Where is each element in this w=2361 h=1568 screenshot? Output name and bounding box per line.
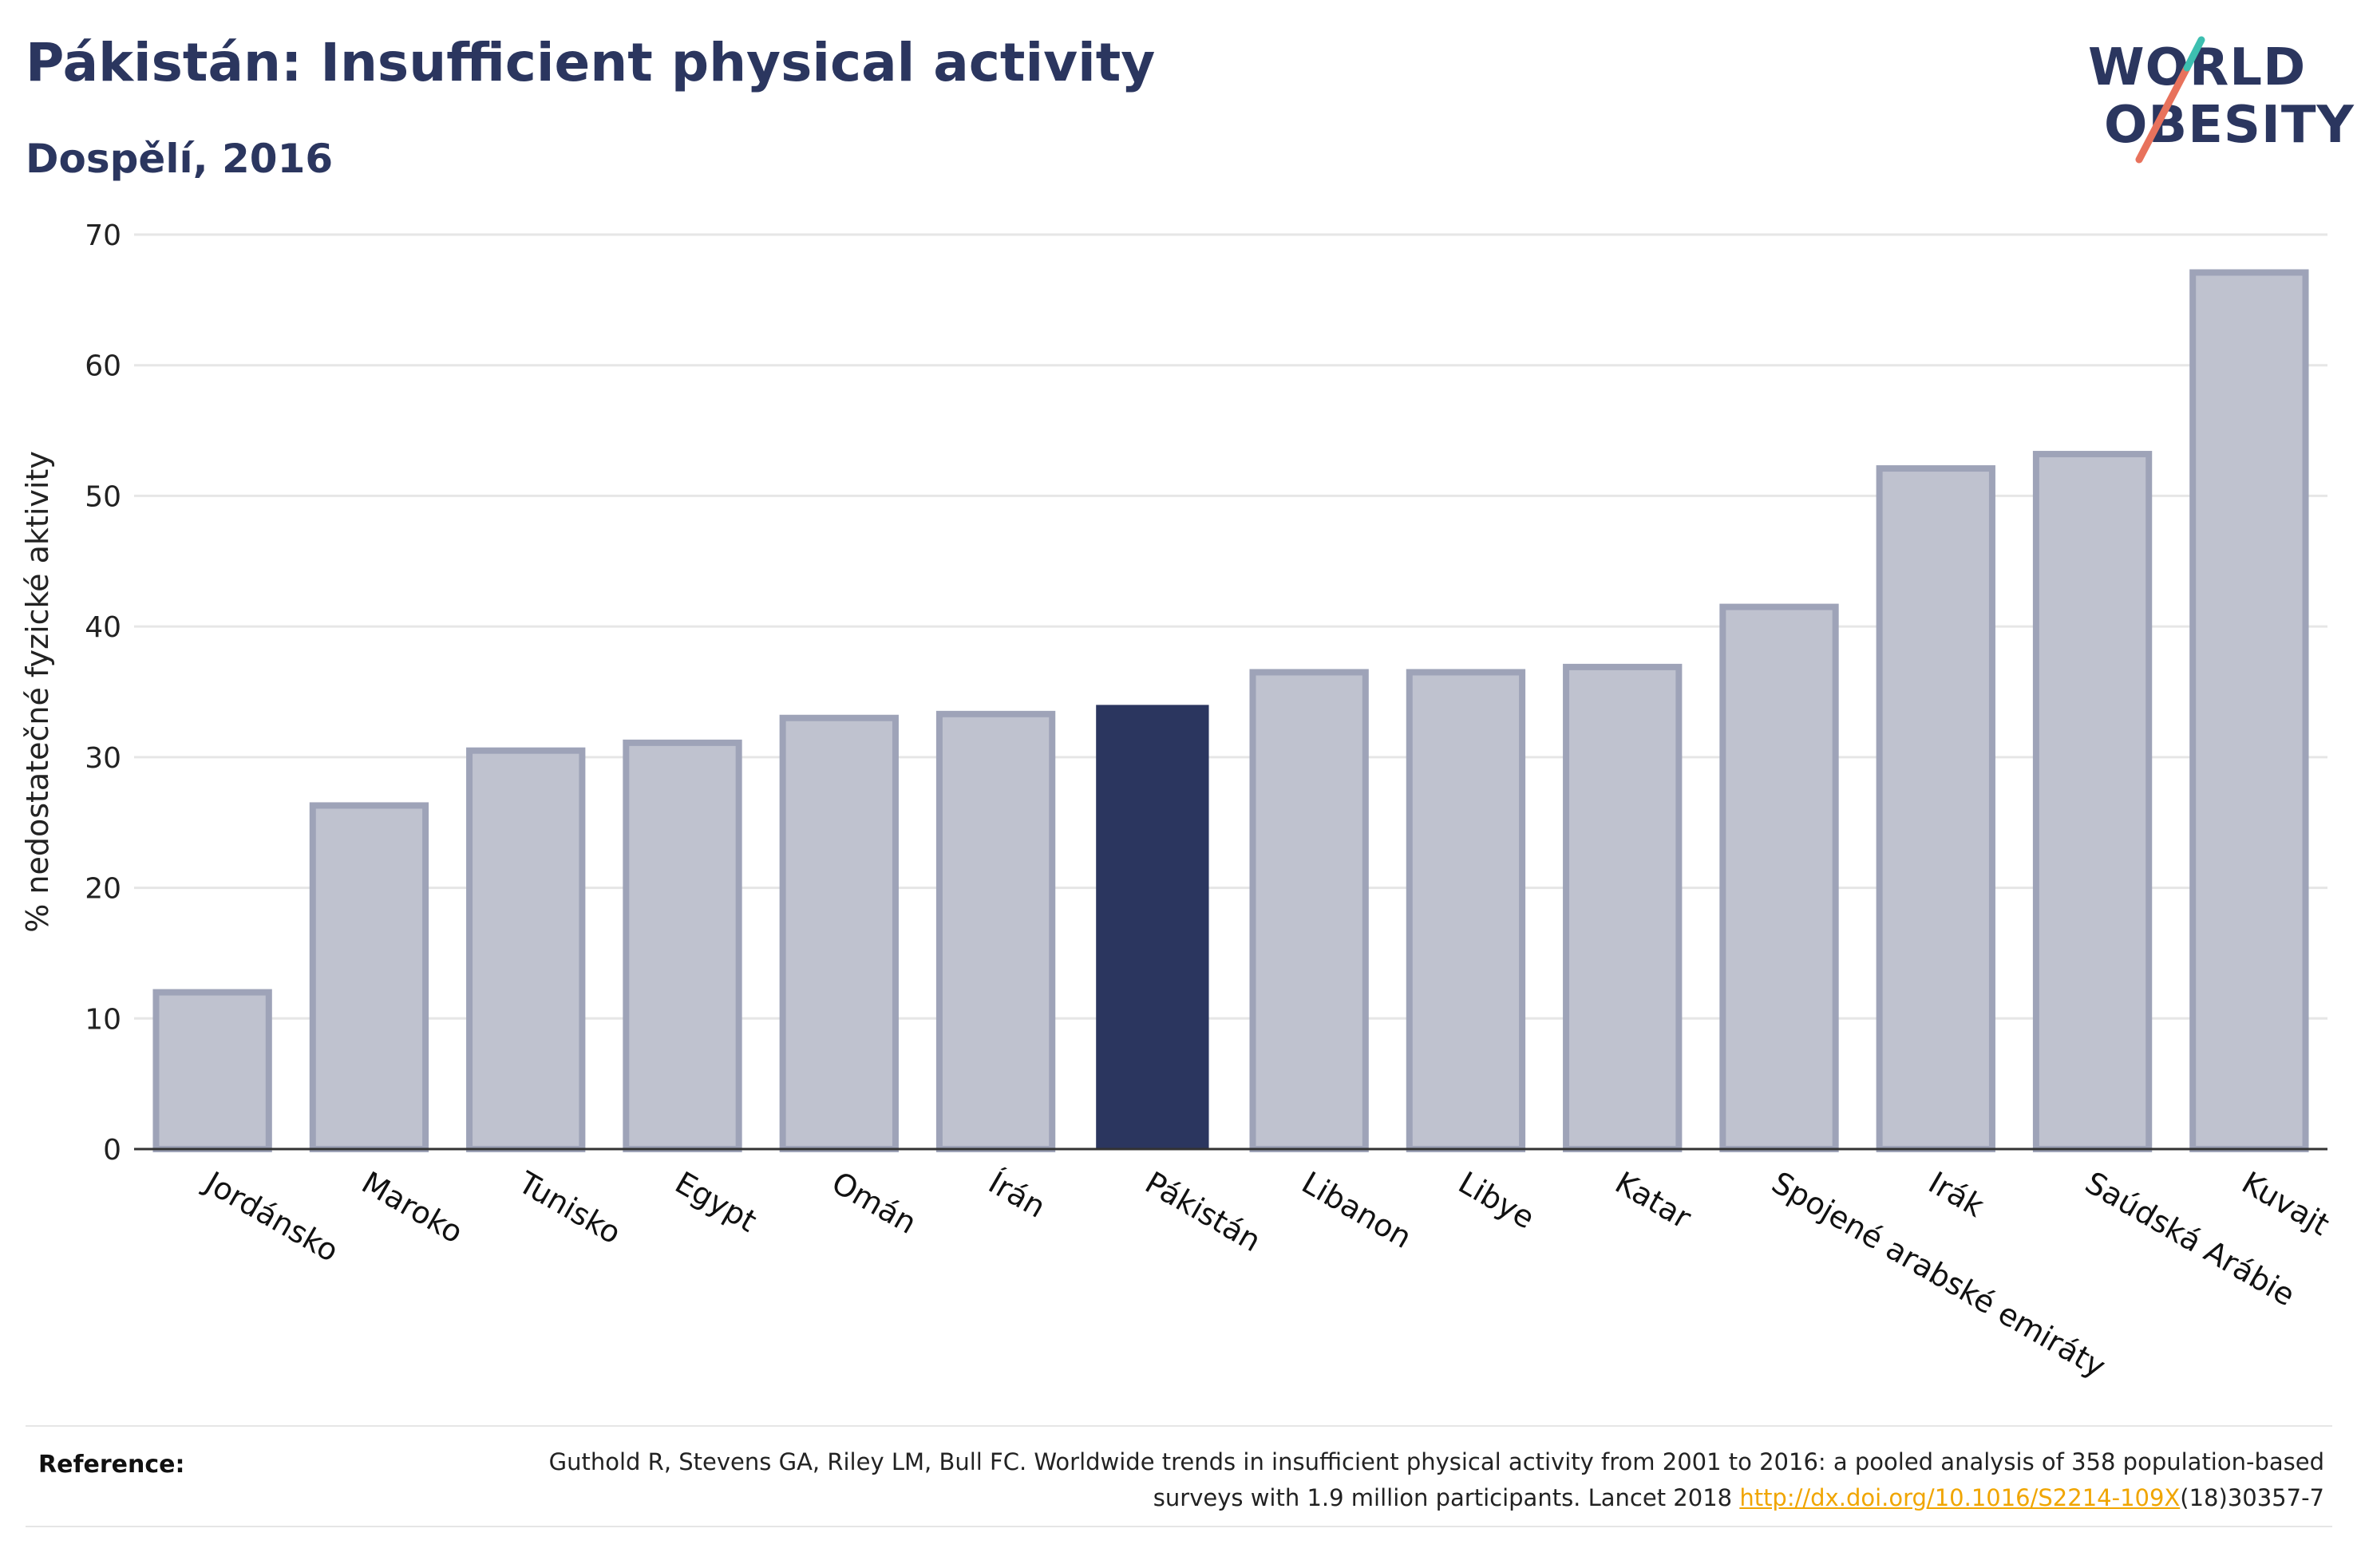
bar xyxy=(779,714,899,1152)
y-tick-label: 70 xyxy=(85,219,121,252)
bar xyxy=(2032,451,2153,1152)
x-tick-label: Pákistán xyxy=(1139,1165,1267,1259)
x-tick-label: Libanon xyxy=(1296,1165,1418,1255)
x-tick-label: Katar xyxy=(1609,1165,1697,1236)
reference-label: Reference: xyxy=(38,1451,185,1479)
bar xyxy=(1876,465,1995,1152)
y-tick-label: 30 xyxy=(85,742,121,775)
bar xyxy=(1096,705,1209,1149)
x-tick-label: Írán xyxy=(983,1165,1051,1225)
world-obesity-logo: WORLD OBESITY xyxy=(2075,24,2354,176)
footer-divider-bottom xyxy=(26,1526,2332,1527)
y-tick-label: 20 xyxy=(85,873,121,906)
y-tick-label: 60 xyxy=(85,350,121,383)
chart-title: Pákistán: Insufficient physical activity xyxy=(26,32,1156,93)
bar xyxy=(935,710,1056,1152)
bar xyxy=(1406,669,1526,1152)
reference-link[interactable]: http://dx.doi.org/10.1016/S2214-109X xyxy=(1739,1484,2181,1511)
bar xyxy=(309,802,429,1153)
bar xyxy=(2189,269,2309,1152)
x-tick-label: Maroko xyxy=(356,1165,469,1250)
bar xyxy=(623,739,742,1152)
bar xyxy=(1563,663,1683,1152)
bar xyxy=(466,747,586,1153)
x-tick-label: Egypt xyxy=(670,1165,763,1239)
bar-chart: 0 10 20 30 40 50 60 70 % nedostatečné fyzické ak… xyxy=(20,219,2335,1384)
footer-divider-top xyxy=(26,1425,2332,1427)
bar xyxy=(1719,603,1839,1152)
chart-subtitle: Dospělí, 2016 xyxy=(26,136,334,182)
x-tick-label: Kuvajt xyxy=(2236,1165,2335,1242)
logo-slash-icon xyxy=(2135,36,2205,164)
bar xyxy=(152,989,272,1152)
y-axis-label: % nedostatečné fyzické aktivity xyxy=(20,451,55,933)
x-tick-label: Libye xyxy=(1453,1165,1540,1236)
y-tick-label: 50 xyxy=(85,480,121,513)
x-tick-label: Jordánsko xyxy=(198,1164,345,1269)
x-tick-label: Irák xyxy=(1923,1165,1990,1224)
reference-citation: Guthold R, Stevens GA, Riley LM, Bull FC… xyxy=(548,1448,2324,1511)
x-tick-label: Tunisko xyxy=(512,1164,627,1251)
x-tick-label: Omán xyxy=(826,1165,923,1241)
reference-citation-end: (18)30357-7 xyxy=(2180,1484,2324,1511)
y-tick-label: 0 xyxy=(103,1134,121,1167)
y-tick-label: 40 xyxy=(85,611,121,644)
reference-text: Guthold R, Stevens GA, Riley LM, Bull FC… xyxy=(488,1444,2324,1516)
bar xyxy=(1249,669,1369,1152)
y-tick-label: 10 xyxy=(85,1003,121,1036)
